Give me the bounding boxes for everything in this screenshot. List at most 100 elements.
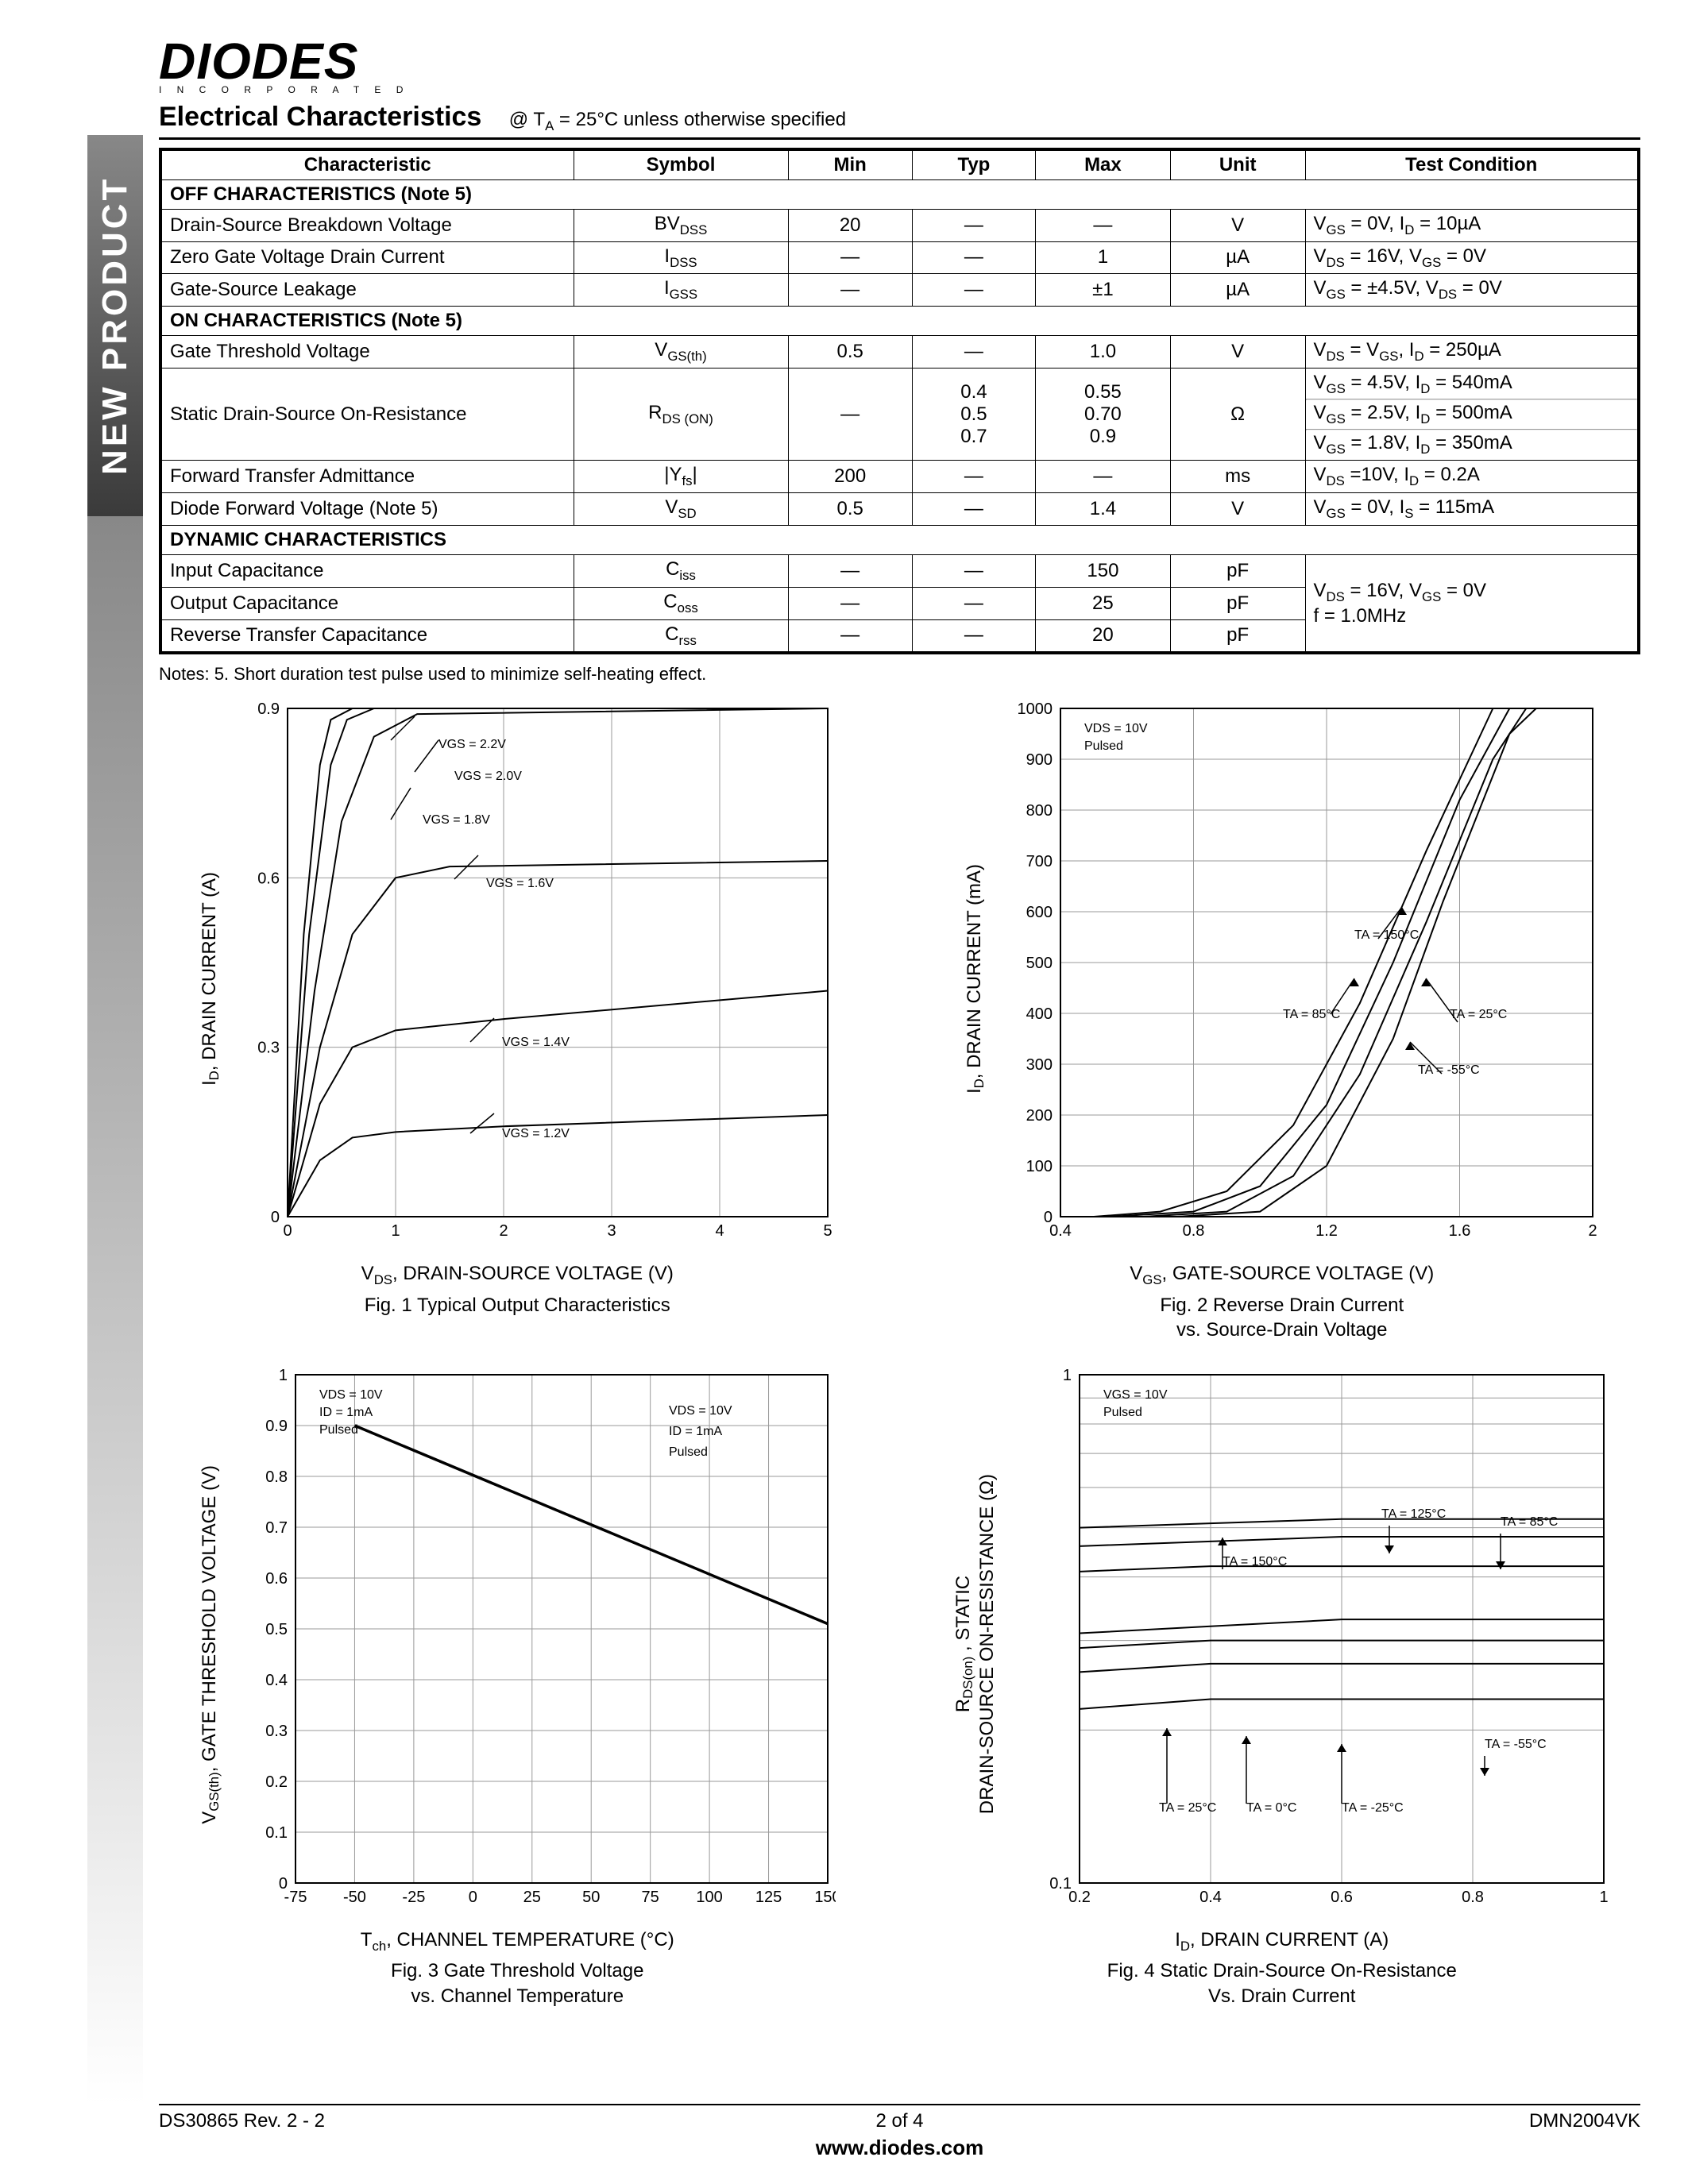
- fig2-block: ID, DRAIN CURRENT (mA) 0.40.81.21.620100…: [924, 700, 1641, 1342]
- svg-text:2: 2: [500, 1222, 508, 1240]
- section-title: Electrical Characteristics: [159, 102, 481, 132]
- fig3-xlabel: Tch, CHANNEL TEMPERATURE (°C): [361, 1929, 674, 1954]
- fig2-ylabel: ID, DRAIN CURRENT (mA): [964, 864, 987, 1094]
- svg-text:0.5: 0.5: [265, 1621, 288, 1638]
- svg-text:1: 1: [279, 1367, 288, 1384]
- svg-text:0: 0: [284, 1222, 292, 1240]
- svg-text:VGS = 1.2V: VGS = 1.2V: [502, 1127, 570, 1140]
- fig2-xlabel: VGS, GATE-SOURCE VOLTAGE (V): [1130, 1263, 1434, 1288]
- svg-text:VGS = 1.6V: VGS = 1.6V: [486, 877, 554, 890]
- svg-text:ID = 1mA: ID = 1mA: [319, 1406, 373, 1419]
- svg-text:0: 0: [1044, 1209, 1053, 1226]
- fig4-block: RDS(on) , STATICDRAIN-SOURCE ON-RESISTAN…: [924, 1367, 1641, 2008]
- svg-text:4: 4: [716, 1222, 724, 1240]
- svg-text:TA = -55°C: TA = -55°C: [1485, 1738, 1547, 1751]
- svg-text:0.8: 0.8: [265, 1468, 288, 1486]
- svg-text:VGS = 2.0V: VGS = 2.0V: [454, 770, 522, 783]
- svg-text:0.4: 0.4: [1199, 1889, 1222, 1906]
- svg-text:0.3: 0.3: [265, 1723, 288, 1740]
- fig3-ylabel: VGS(th), GATE THRESHOLD VOLTAGE (V): [199, 1465, 222, 1824]
- svg-text:0.8: 0.8: [1462, 1889, 1484, 1906]
- svg-text:25: 25: [523, 1889, 541, 1906]
- ec-table: CharacteristicSymbolMinTypMaxUnitTest Co…: [159, 148, 1640, 655]
- svg-text:TA = 25°C: TA = 25°C: [1450, 1008, 1507, 1021]
- fig1-block: ID, DRAIN CURRENT (A) 01234500.30.60.9VG…: [159, 700, 876, 1342]
- svg-text:0.9: 0.9: [257, 700, 280, 718]
- footer-center: 2 of 4: [875, 2110, 923, 2132]
- fig2-caption: Fig. 2 Reverse Drain Currentvs. Source-D…: [1160, 1293, 1404, 1342]
- svg-text:100: 100: [697, 1889, 723, 1906]
- fig4-caption: Fig. 4 Static Drain-Source On-Resistance…: [1107, 1958, 1457, 2008]
- svg-text:0.7: 0.7: [265, 1519, 288, 1537]
- svg-text:1: 1: [1063, 1367, 1072, 1384]
- svg-text:Pulsed: Pulsed: [669, 1445, 708, 1459]
- side-fade: [87, 516, 143, 2105]
- logo-main: DIODES: [159, 32, 1640, 91]
- svg-text:200: 200: [1026, 1107, 1052, 1125]
- svg-text:800: 800: [1026, 802, 1052, 820]
- svg-text:VGS = 1.4V: VGS = 1.4V: [502, 1036, 570, 1049]
- notes: Notes: 5. Short duration test pulse used…: [159, 664, 1640, 685]
- svg-text:VGS = 10V: VGS = 10V: [1103, 1388, 1168, 1402]
- svg-text:VDS = 10V: VDS = 10V: [1084, 722, 1148, 735]
- svg-text:TA = 85°C: TA = 85°C: [1283, 1008, 1340, 1021]
- section-cond: @ TA = 25°C unless otherwise specified: [509, 109, 846, 130]
- footer-left: DS30865 Rev. 2 - 2: [159, 2110, 653, 2160]
- svg-text:0.6: 0.6: [265, 1570, 288, 1588]
- svg-text:Pulsed: Pulsed: [1084, 739, 1123, 753]
- logo-block: DIODES I N C O R P O R A T E D: [159, 32, 1640, 95]
- fig4-chart: 0.20.40.60.810.11TA = 150°CTA = 125°CTA …: [1008, 1367, 1612, 1923]
- svg-text:0: 0: [271, 1209, 280, 1226]
- fig2-chart: 0.40.81.21.62010020030040050060070080090…: [997, 700, 1601, 1256]
- svg-text:1: 1: [392, 1222, 400, 1240]
- svg-text:300: 300: [1026, 1056, 1052, 1074]
- svg-text:100: 100: [1026, 1158, 1052, 1175]
- footer-right: DMN2004VK: [1146, 2110, 1640, 2160]
- svg-text:0.1: 0.1: [1049, 1875, 1072, 1893]
- svg-text:-25: -25: [403, 1889, 426, 1906]
- svg-text:Pulsed: Pulsed: [319, 1423, 358, 1437]
- svg-text:0.4: 0.4: [265, 1672, 288, 1689]
- svg-text:3: 3: [608, 1222, 616, 1240]
- footer-url: www.diodes.com: [653, 2136, 1147, 2160]
- svg-text:VDS = 10V: VDS = 10V: [669, 1404, 732, 1418]
- svg-text:500: 500: [1026, 955, 1052, 972]
- svg-text:0.9: 0.9: [265, 1418, 288, 1435]
- svg-text:TA = 85°C: TA = 85°C: [1501, 1515, 1558, 1529]
- fig3-block: VGS(th), GATE THRESHOLD VOLTAGE (V) -75-…: [159, 1367, 876, 2008]
- svg-text:0: 0: [469, 1889, 477, 1906]
- svg-text:50: 50: [582, 1889, 600, 1906]
- fig4-ylabel: RDS(on) , STATICDRAIN-SOURCE ON-RESISTAN…: [952, 1474, 999, 1814]
- svg-text:Pulsed: Pulsed: [1103, 1406, 1142, 1419]
- fig1-chart: 01234500.30.60.9VGS = 2.2VVGS = 2.0VVGS …: [232, 700, 836, 1256]
- svg-text:2: 2: [1588, 1222, 1597, 1240]
- svg-text:125: 125: [755, 1889, 782, 1906]
- svg-text:0.8: 0.8: [1182, 1222, 1204, 1240]
- svg-text:0.6: 0.6: [257, 870, 280, 888]
- svg-text:1: 1: [1599, 1889, 1608, 1906]
- svg-text:0.6: 0.6: [1331, 1889, 1353, 1906]
- footer: DS30865 Rev. 2 - 2 2 of 4 www.diodes.com…: [159, 2104, 1640, 2160]
- svg-text:900: 900: [1026, 751, 1052, 769]
- fig3-caption: Fig. 3 Gate Threshold Voltagevs. Channel…: [391, 1958, 643, 2008]
- fig3-chart: -75-50-25025507510012515000.10.20.30.40.…: [232, 1367, 836, 1923]
- svg-text:1.2: 1.2: [1315, 1222, 1338, 1240]
- fig1-caption: Fig. 1 Typical Output Characteristics: [365, 1293, 670, 1318]
- svg-text:700: 700: [1026, 853, 1052, 870]
- svg-text:0.3: 0.3: [257, 1040, 280, 1057]
- svg-text:ID = 1mA: ID = 1mA: [669, 1425, 722, 1438]
- charts-grid: ID, DRAIN CURRENT (A) 01234500.30.60.9VG…: [159, 700, 1640, 2008]
- fig4-xlabel: ID, DRAIN CURRENT (A): [1175, 1929, 1389, 1954]
- logo-sub: I N C O R P O R A T E D: [159, 84, 1640, 95]
- svg-text:150: 150: [814, 1889, 836, 1906]
- svg-text:TA = -55°C: TA = -55°C: [1418, 1063, 1480, 1077]
- svg-text:600: 600: [1026, 904, 1052, 921]
- svg-text:TA = 0°C: TA = 0°C: [1246, 1801, 1296, 1815]
- svg-text:-50: -50: [343, 1889, 366, 1906]
- svg-text:75: 75: [642, 1889, 659, 1906]
- svg-text:400: 400: [1026, 1005, 1052, 1023]
- svg-text:1000: 1000: [1017, 700, 1053, 718]
- svg-text:0: 0: [279, 1875, 288, 1893]
- side-tab: NEW PRODUCT: [87, 135, 143, 516]
- svg-text:VGS = 2.2V: VGS = 2.2V: [438, 738, 506, 751]
